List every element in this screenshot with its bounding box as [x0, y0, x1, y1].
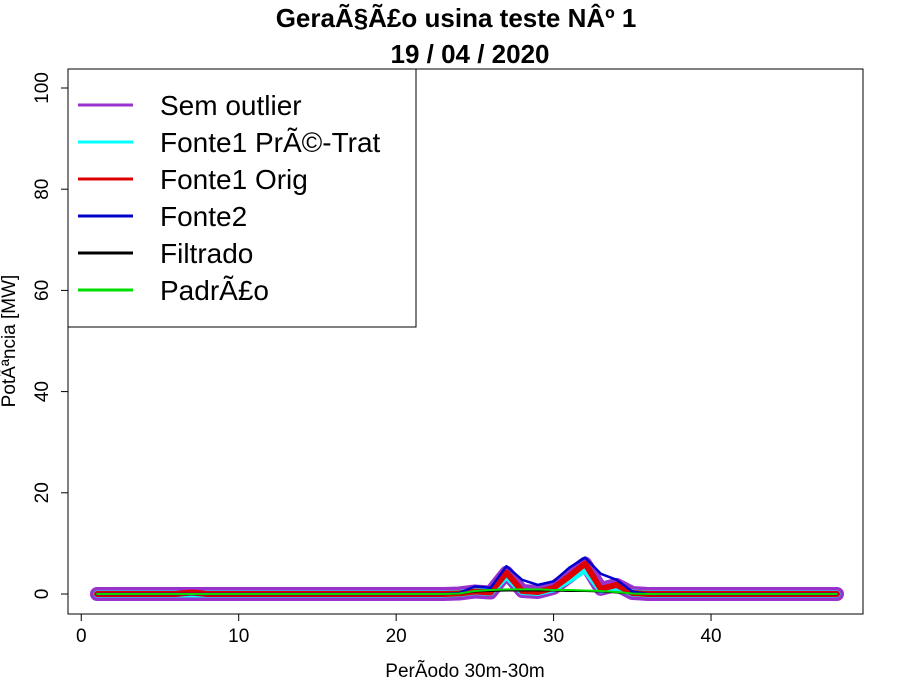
- chart-subtitle: 19 / 04 / 2020: [390, 39, 549, 69]
- y-tick-label: 100: [32, 72, 53, 104]
- x-axis-label: PerÃ­odo 30m-30m: [385, 660, 544, 682]
- y-tick-label: 0: [32, 589, 53, 600]
- legend-label-fonte1-pr-trat: Fonte1 PrÃ©-Trat: [160, 127, 381, 158]
- x-tick-label: 40: [700, 626, 721, 647]
- y-tick-label: 60: [32, 280, 53, 301]
- legend-label-sem-outlier: Sem outlier: [160, 90, 302, 121]
- y-tick-label: 80: [32, 179, 53, 200]
- x-tick-label: 0: [76, 626, 87, 647]
- legend-label-padr-o: PadrÃ£o: [160, 275, 269, 306]
- chart-title: GeraÃ§Ã£o usina teste NÂº 1: [276, 3, 637, 33]
- legend: Sem outlier Fonte1 PrÃ©-Trat Fonte1 Orig Fo…: [67, 68, 417, 328]
- x-tick-label: 20: [386, 626, 407, 647]
- series-layer: [90, 556, 844, 601]
- x-axis: 0 10 20 30 40: [76, 613, 722, 647]
- legend-label-filtrado: Filtrado: [160, 238, 253, 269]
- y-axis: 0 20 40 60 80 100: [32, 72, 69, 600]
- series-line-padr-o: [96, 588, 838, 595]
- legend-label-fonte1-orig: Fonte1 Orig: [160, 164, 308, 195]
- legend-label-fonte2: Fonte2: [160, 201, 247, 232]
- x-tick-label: 30: [543, 626, 564, 647]
- y-tick-label: 40: [32, 381, 53, 402]
- y-axis-label: PotÃªncia [MW]: [0, 275, 20, 408]
- y-tick-label: 20: [32, 482, 53, 503]
- x-tick-label: 10: [228, 626, 249, 647]
- legend-box: [67, 68, 417, 328]
